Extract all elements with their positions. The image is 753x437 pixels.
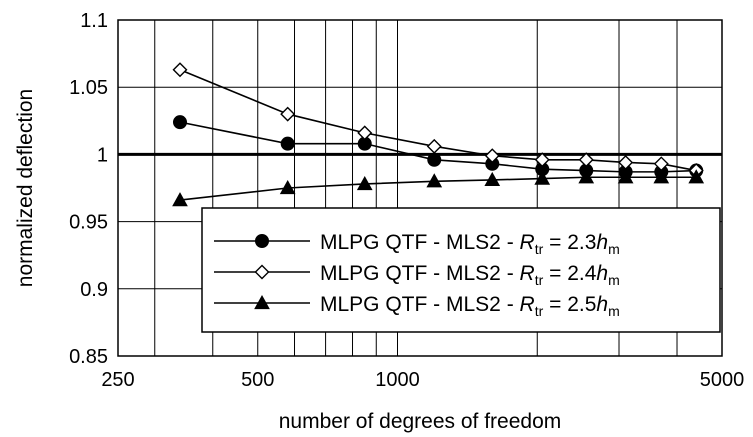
data-point: [534, 152, 550, 168]
legend-label: MLPG QTF - MLS2 - Rtr = 2.5hm: [320, 293, 620, 319]
legend-marker: [254, 264, 270, 280]
data-point: [427, 152, 442, 167]
series-group: [172, 62, 705, 207]
data-point: [484, 171, 501, 187]
legend: MLPG QTF - MLS2 - Rtr = 2.3hm MLPG QTF - …: [201, 207, 721, 333]
legend-item: MLPG QTF - MLS2 - Rtr = 2.5hm: [214, 293, 620, 319]
data-point: [618, 154, 634, 170]
legend-marker: [254, 294, 270, 310]
x-tick-labels: 250 500 1000 5000: [101, 369, 744, 391]
data-point: [357, 125, 373, 141]
legend-label: MLPG QTF - MLS2 - Rtr = 2.3hm: [320, 231, 620, 257]
data-point: [484, 148, 500, 164]
data-point: [172, 115, 187, 130]
y-tick-label: 1.05: [69, 77, 108, 99]
legend-item: MLPG QTF - MLS2 - Rtr = 2.4hm: [214, 262, 620, 288]
y-tick-label: 1.1: [80, 10, 108, 32]
data-point: [653, 169, 670, 184]
y-tick-label: 1: [97, 144, 108, 166]
y-tick-label: 0.85: [69, 346, 108, 368]
plot-frame: [117, 19, 723, 357]
legend-marker: [255, 234, 269, 248]
series-line: [179, 68, 697, 172]
x-axis-label: number of degrees of freedom: [279, 410, 562, 433]
legend-item: MLPG QTF - MLS2 - Rtr = 2.3hm: [214, 231, 620, 257]
x-tick-label: 5000: [700, 369, 745, 391]
y-tick-labels: 0.85 0.9 0.95 1 1.05 1.1: [69, 10, 108, 368]
data-point: [279, 179, 296, 195]
y-tick-label: 0.9: [80, 279, 108, 301]
data-point: [426, 173, 443, 188]
data-point: [356, 175, 373, 191]
data-point: [172, 192, 188, 207]
legend-box: [201, 207, 721, 333]
data-point: [426, 138, 442, 154]
data-point: [172, 62, 188, 78]
series-3: [172, 169, 705, 207]
series-line: [179, 176, 697, 201]
x-tick-label: 1000: [375, 369, 420, 391]
legend-label: MLPG QTF - MLS2 - Rtr = 2.4hm: [320, 262, 620, 288]
y-tick-label: 0.95: [69, 212, 108, 234]
series-line: [179, 121, 697, 173]
data-point: [534, 170, 551, 185]
data-point: [578, 169, 595, 184]
data-point: [617, 169, 634, 184]
data-point: [280, 106, 296, 122]
y-axis-label: normalized deflection: [14, 89, 37, 287]
x-tick-label: 500: [241, 369, 274, 391]
data-point: [688, 169, 705, 184]
data-point: [578, 152, 594, 168]
data-point: [280, 136, 295, 151]
x-tick-label: 250: [101, 369, 134, 391]
